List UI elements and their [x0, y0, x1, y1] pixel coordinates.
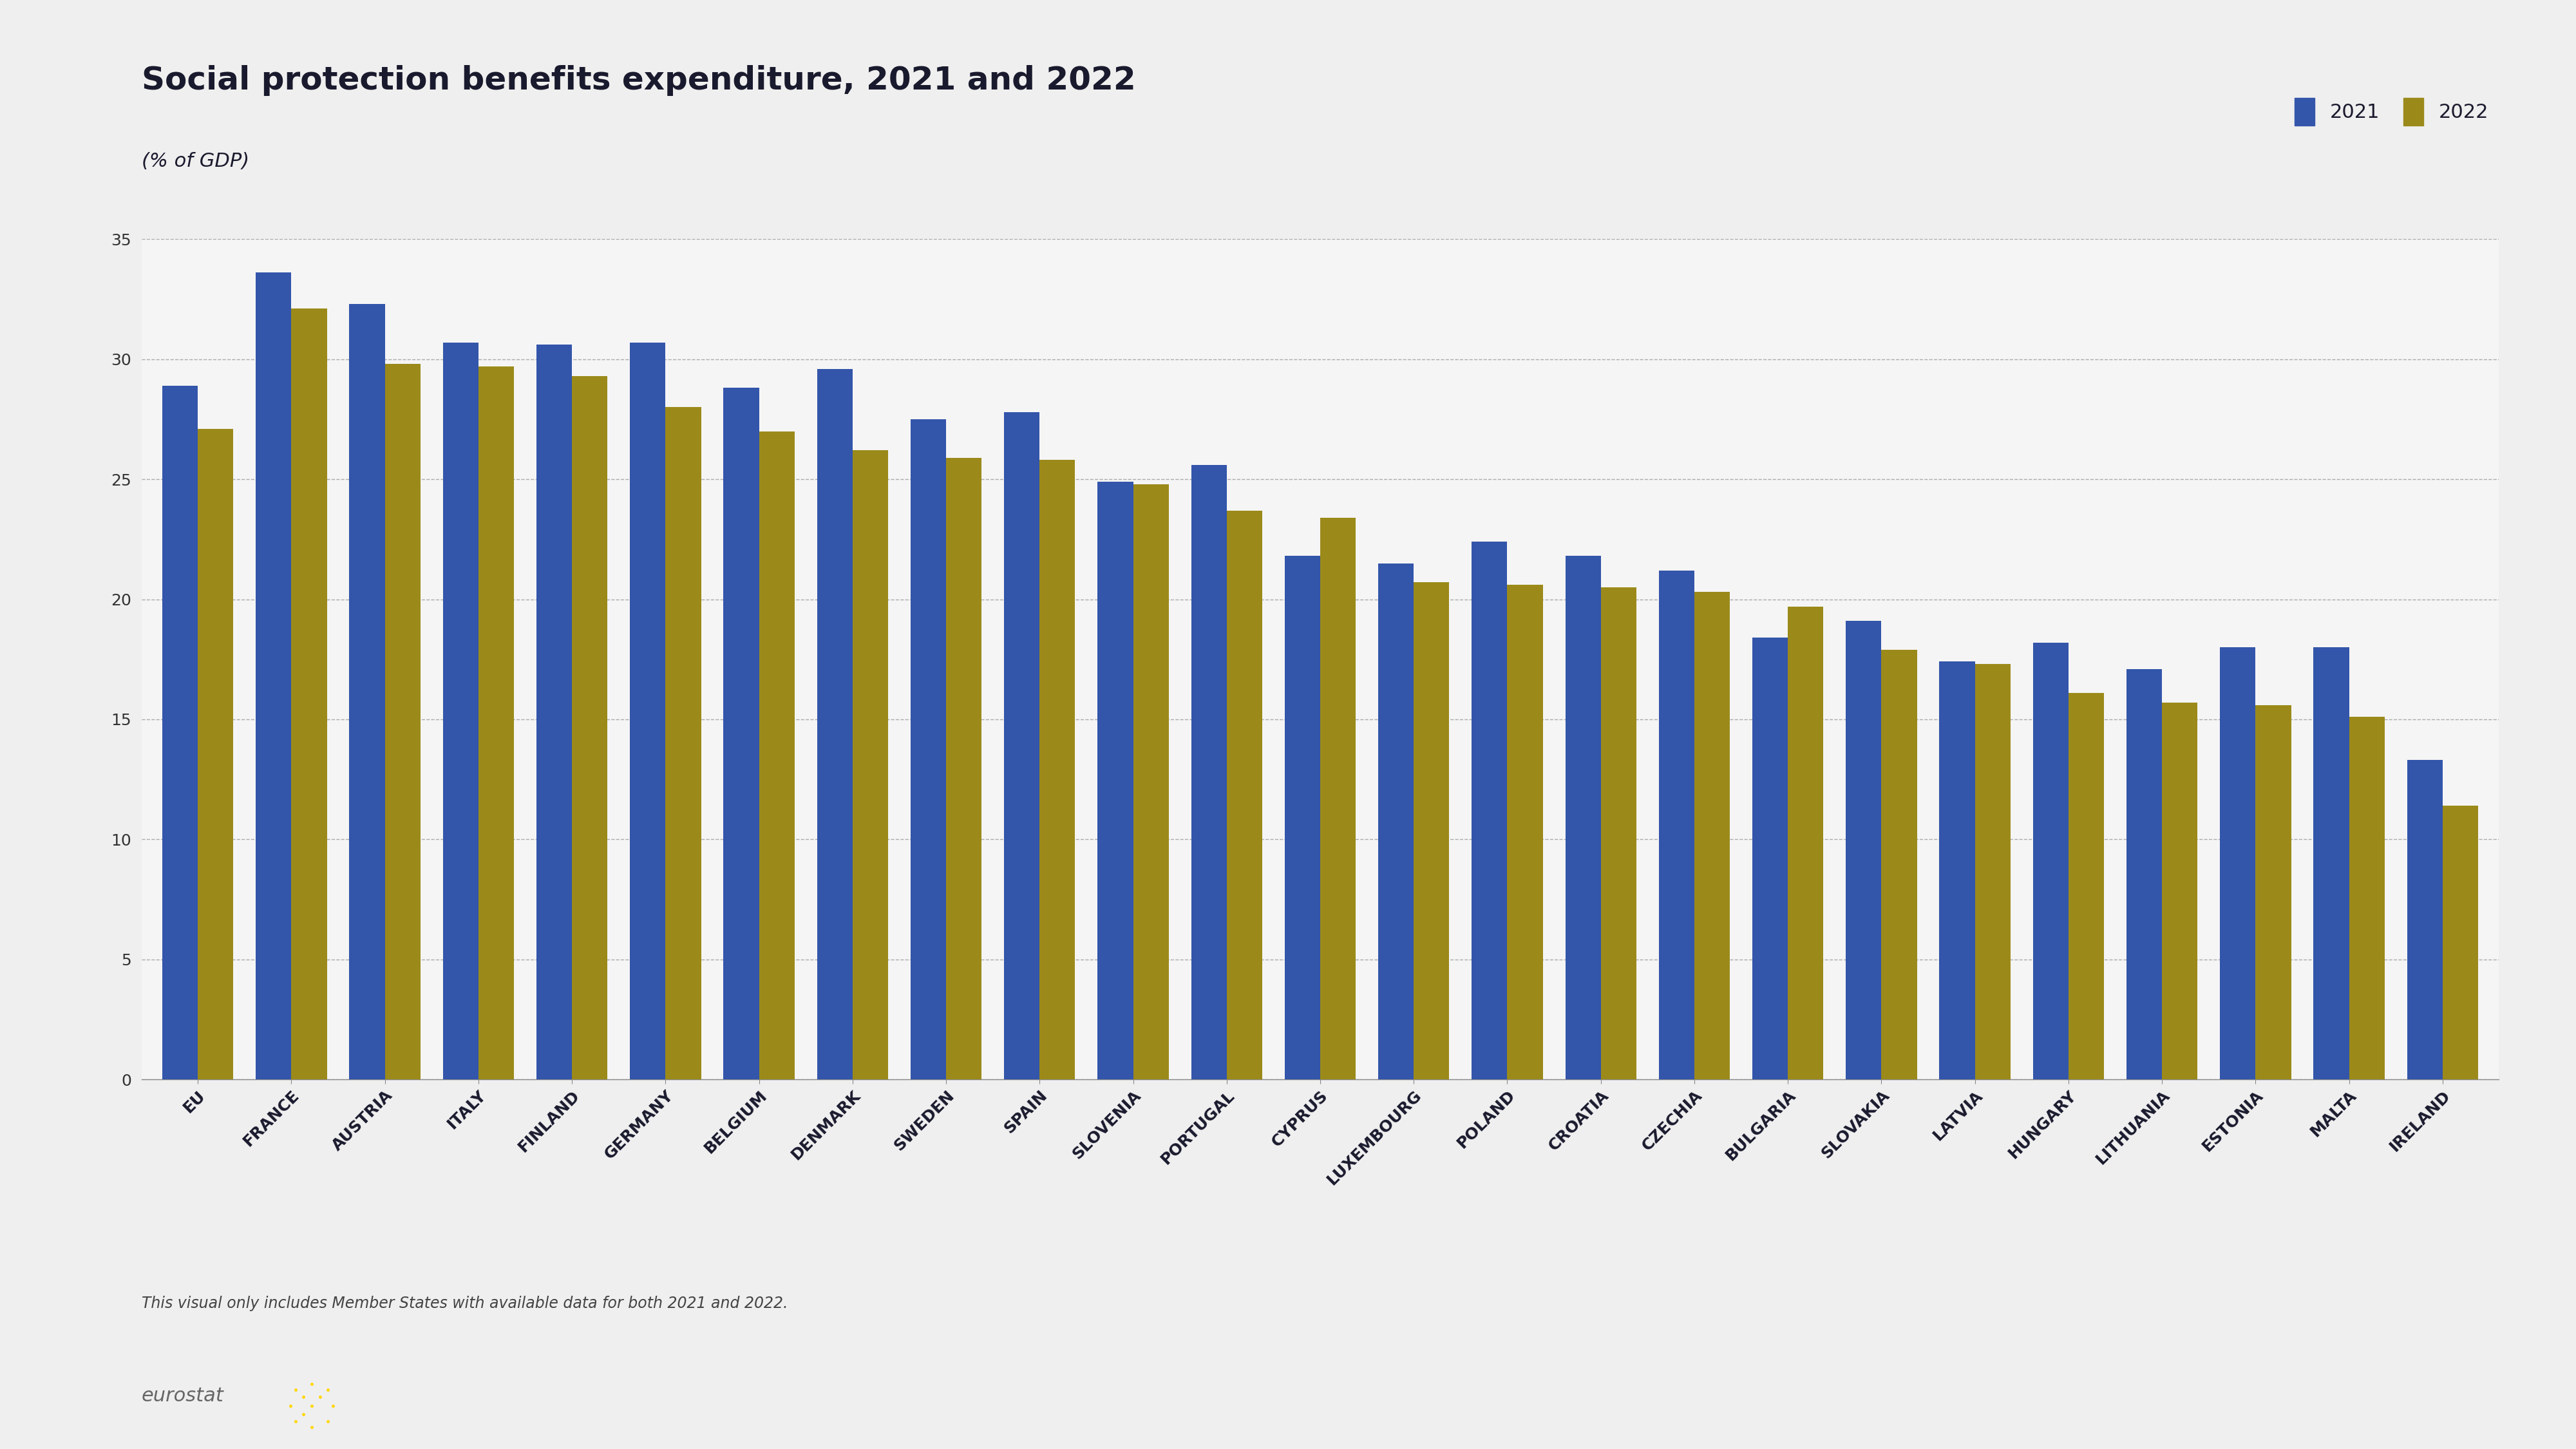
Bar — [479, 367, 515, 1080]
Bar — [909, 419, 945, 1080]
Bar — [1880, 649, 1917, 1080]
Bar — [1226, 510, 1262, 1080]
Bar — [631, 342, 665, 1080]
Text: This visual only includes Member States with available data for both 2021 and 20: This visual only includes Member States … — [142, 1295, 788, 1311]
Text: (% of GDP): (% of GDP) — [142, 152, 250, 171]
Bar — [384, 364, 420, 1080]
Bar — [2221, 648, 2257, 1080]
Bar — [1566, 556, 1600, 1080]
Text: eurostat: eurostat — [142, 1387, 224, 1406]
Bar — [2442, 806, 2478, 1080]
Bar — [1471, 542, 1507, 1080]
Bar — [1097, 481, 1133, 1080]
Bar — [536, 345, 572, 1080]
Bar — [255, 272, 291, 1080]
Bar — [1940, 662, 1976, 1080]
Bar — [1507, 585, 1543, 1080]
Bar — [1600, 587, 1636, 1080]
Bar — [443, 342, 479, 1080]
Bar — [2125, 669, 2161, 1080]
Bar — [1414, 582, 1450, 1080]
Bar — [1847, 620, 1880, 1080]
Bar — [1695, 593, 1731, 1080]
Bar — [2406, 761, 2442, 1080]
Bar — [2032, 642, 2069, 1080]
Bar — [1133, 484, 1170, 1080]
Bar — [1041, 459, 1074, 1080]
Bar — [198, 429, 234, 1080]
Bar — [2069, 693, 2105, 1080]
Bar — [1378, 564, 1414, 1080]
Bar — [1659, 571, 1695, 1080]
Bar — [572, 375, 608, 1080]
Text: Social protection benefits expenditure, 2021 and 2022: Social protection benefits expenditure, … — [142, 65, 1136, 96]
Legend: 2021, 2022: 2021, 2022 — [2295, 97, 2488, 126]
Bar — [1788, 607, 1824, 1080]
Bar — [1190, 465, 1226, 1080]
Bar — [1005, 412, 1041, 1080]
Bar — [724, 388, 760, 1080]
Bar — [2349, 717, 2385, 1080]
Bar — [2257, 704, 2290, 1080]
Bar — [350, 304, 384, 1080]
Bar — [1319, 517, 1355, 1080]
Bar — [1752, 638, 1788, 1080]
Bar — [162, 385, 198, 1080]
Bar — [760, 432, 793, 1080]
Bar — [665, 407, 701, 1080]
Bar — [1976, 664, 2009, 1080]
Bar — [945, 458, 981, 1080]
Bar — [291, 309, 327, 1080]
Bar — [817, 368, 853, 1080]
Bar — [1285, 556, 1319, 1080]
Bar — [2161, 703, 2197, 1080]
Bar — [2313, 648, 2349, 1080]
Bar — [853, 451, 889, 1080]
